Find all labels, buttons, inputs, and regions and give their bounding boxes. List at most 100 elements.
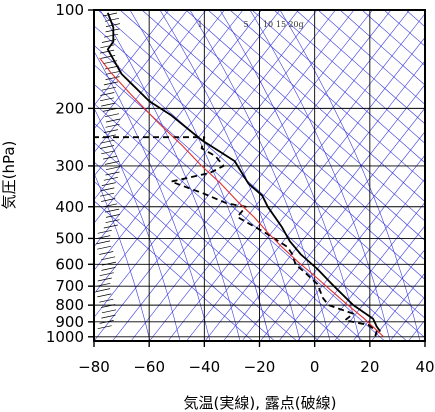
- wind-barb: [97, 229, 112, 234]
- dry-adiabat-line: [97, 10, 425, 300]
- dry-adiabat-line: [94, 142, 320, 341]
- wind-barb: [103, 155, 118, 160]
- mixing-ratio-label: 10: [263, 20, 273, 29]
- y-tick-label: 400: [55, 198, 84, 216]
- wind-barb: [105, 118, 121, 123]
- moist-adiabat-line: [219, 10, 361, 341]
- wind-barb: [103, 224, 118, 229]
- y-tick-label: 800: [55, 296, 84, 314]
- wind-barb: [101, 150, 116, 155]
- dry-adiabat-line: [339, 10, 425, 86]
- wind-barb: [100, 192, 115, 197]
- wind-barb: [99, 298, 114, 303]
- wind-barb: [105, 214, 121, 218]
- wind-barb: [101, 55, 116, 59]
- x-tick-label: −40: [189, 358, 221, 376]
- parcel-profile-line: [99, 57, 384, 338]
- moist-adiabat-line: [94, 50, 211, 341]
- dry-adiabat-line: [229, 10, 425, 183]
- skewed-isotherm-line: [408, 319, 425, 341]
- wind-barb: [100, 187, 115, 192]
- dry-adiabat-line: [317, 10, 425, 105]
- wind-barb: [101, 86, 116, 91]
- y-tick-label: 600: [55, 255, 84, 273]
- skewed-isotherm-line: [94, 10, 281, 248]
- mixing-ratio-label: 5: [243, 20, 248, 29]
- wind-barb: [105, 208, 120, 213]
- wind-barb: [105, 171, 120, 176]
- wind-barb: [104, 161, 120, 165]
- skewed-isotherm-line: [94, 10, 244, 201]
- mixing-ratio-labels: 1 5 10 15 20g: [197, 20, 303, 29]
- skewed-isotherm-line: [167, 13, 425, 341]
- wind-barb: [96, 240, 111, 245]
- wind-barb: [99, 251, 114, 255]
- y-tick-label: 500: [55, 229, 84, 247]
- wind-barb: [100, 139, 115, 144]
- y-tick-label: 900: [55, 313, 84, 331]
- skewed-isotherm-line: [94, 10, 318, 295]
- wind-barb: [96, 235, 111, 239]
- dry-adiabat-line: [94, 83, 386, 341]
- wind-barb: [99, 272, 114, 277]
- wind-barb: [99, 320, 114, 324]
- wind-barb: [105, 76, 120, 80]
- wind-barbs-layer: [96, 12, 121, 330]
- y-tick-label: 700: [55, 277, 84, 295]
- x-axis-title: 気温(実線), 露点(破線): [184, 394, 337, 412]
- wind-barb: [104, 113, 120, 118]
- moist-adiabat-line: [189, 10, 331, 341]
- y-tick-label: 100: [55, 1, 84, 19]
- dewpoint-profile-line: [94, 136, 378, 337]
- wind-barb: [101, 182, 116, 186]
- profile-series-layer: [94, 12, 384, 338]
- moist-adiabat-line: [94, 107, 181, 341]
- wind-barb: [103, 129, 118, 133]
- wind-barb: [99, 145, 115, 149]
- dry-adiabat-line: [251, 10, 425, 164]
- wind-barb: [100, 44, 115, 49]
- skewed-isotherm-line: [94, 10, 225, 177]
- dry-adiabat-line: [428, 10, 435, 381]
- mixing-ratio-label: 15: [276, 20, 286, 29]
- dry-adiabat-line: [295, 10, 425, 125]
- x-tick-label: −60: [133, 358, 165, 376]
- y-tick-label: 1000: [46, 328, 84, 346]
- skewed-isotherm-line: [94, 10, 188, 130]
- wind-barb: [97, 325, 112, 330]
- dry-adiabat-line: [94, 180, 276, 341]
- dry-adiabat-line: [94, 122, 342, 341]
- dry-adiabat-line: [163, 10, 425, 241]
- dry-adiabat-line: [94, 161, 298, 341]
- wind-barb: [101, 267, 116, 271]
- wind-barb: [103, 176, 118, 181]
- skewed-isotherm-line: [389, 295, 425, 341]
- x-tick-label: 20: [360, 358, 379, 376]
- wind-barb: [96, 288, 111, 292]
- wind-barb: [104, 17, 120, 22]
- x-axis-ticks: −80 −60 −40 −20 0 20 40: [78, 341, 435, 376]
- wind-barb: [101, 198, 116, 202]
- dry-adiabat-line: [94, 200, 254, 341]
- wind-barb: [101, 304, 116, 308]
- dry-adiabat-line: [185, 10, 425, 222]
- wind-barb: [101, 261, 117, 266]
- wind-barb: [103, 108, 118, 112]
- x-tick-label: 40: [415, 358, 434, 376]
- wind-barb: [96, 282, 111, 287]
- y-tick-label: 200: [55, 99, 84, 117]
- wind-barb: [97, 277, 112, 282]
- dry-adiabat-line: [94, 44, 425, 339]
- moist-adiabat-line: [129, 10, 271, 341]
- wind-barb: [103, 81, 119, 86]
- mixing-ratio-label: 20g: [288, 20, 303, 29]
- x-tick-label: −80: [78, 358, 110, 376]
- dry-adiabat-line: [383, 10, 425, 47]
- wind-barb: [100, 92, 115, 96]
- wind-barb: [105, 219, 120, 224]
- dry-adiabat-line: [273, 10, 425, 144]
- wind-barb: [97, 293, 112, 298]
- dry-adiabat-line: [94, 25, 425, 319]
